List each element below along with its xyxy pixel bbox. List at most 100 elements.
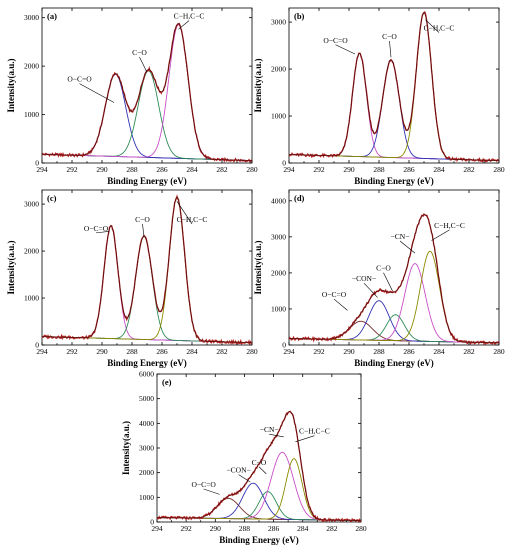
peak-annotation: −CON− [352,274,376,283]
annotation-leader [258,466,267,475]
peak-annotation: C−H,C−C [174,12,205,21]
panel-label: (c) [47,193,57,203]
x-tick-label: 280 [355,524,367,533]
panel-label: (a) [47,11,57,21]
y-tick-label: 0 [282,341,286,350]
peak-annotation: C−H,C−C [177,215,208,224]
x-tick-label: 294 [283,165,295,174]
y-tick-label: 4000 [139,419,154,428]
annotation-leader [335,44,356,55]
y-axis-title: Intensity(a.u.) [6,240,16,294]
component-peak-1 [289,52,499,162]
x-tick-label: 294 [36,165,48,174]
x-tick-label: 286 [268,524,280,533]
y-tick-label: 6000 [139,370,154,379]
x-tick-label: 282 [463,165,475,174]
x-axis-title: Binding Energy (eV) [107,358,187,368]
panel-label: (b) [294,11,305,21]
peak-annotation: C−H,C−C [424,24,455,33]
peak-annotation: C−O [132,48,147,57]
peak-annotation: C−O [252,458,267,467]
fit-envelope [289,11,499,162]
x-tick-label: 292 [66,165,78,174]
x-tick-label: 280 [246,347,258,356]
y-axis-title: Intensity(a.u.) [253,240,263,294]
x-tick-label: 294 [151,524,163,533]
y-tick-label: 5000 [139,394,154,403]
x-tick-label: 294 [283,347,295,356]
annotation-leader [95,231,110,234]
chart-panel-4: 294 292 290 288 286 284 282 280 0 1000 2000 3000 400… [253,189,505,368]
x-tick-label: 288 [239,524,251,533]
y-tick-label: 2000 [271,268,286,277]
plot-frame [41,189,253,346]
x-tick-label: 292 [313,165,325,174]
x-tick-label: 286 [156,347,168,356]
chart-panel-3: 294 292 290 288 286 284 282 280 0 1000 2000 3000 Bin… [6,189,258,368]
y-tick-label: 2000 [24,247,39,256]
x-tick-label: 290 [210,524,222,533]
annotation-leader [425,19,440,33]
y-tick-label: 0 [35,341,39,350]
y-tick-label: 1000 [139,493,154,502]
x-tick-label: 282 [326,524,338,533]
component-peak-5 [289,250,499,344]
annotation-leader [238,474,251,483]
y-tick-label: 3000 [271,232,286,241]
x-tick-label: 282 [216,165,228,174]
y-tick-label: 1000 [24,110,39,119]
annotation-leader [333,298,348,311]
x-tick-label: 284 [433,165,445,174]
x-tick-label: 294 [36,347,48,356]
y-axis-title: Intensity(a.u.) [253,58,263,112]
chart-panel-2: 294 292 290 288 286 284 282 280 0 1000 2000 3000 Bin… [253,7,505,186]
annotation-leader [269,433,284,438]
x-axis-title: Binding Energy (eV) [107,176,187,186]
peak-annotation: C−O [135,215,150,224]
peak-annotation: C−H,C−C [299,427,330,436]
x-tick-label: 290 [96,165,108,174]
y-tick-label: 4000 [271,196,286,205]
peak-annotation: O−C=O [322,290,347,299]
fit-envelope [42,23,252,161]
x-tick-label: 288 [126,165,138,174]
chart-panel-1: 294 292 290 288 286 284 282 280 0 1000 2000 3000 Bin… [6,7,258,186]
annotation-leader [431,229,450,241]
component-peak-2 [289,300,499,344]
y-tick-label: 3000 [271,18,286,27]
annotation-leader [363,282,378,298]
annotation-leader [389,40,392,58]
y-tick-label: 3000 [24,200,39,209]
x-tick-label: 288 [126,347,138,356]
plot-frame [288,189,500,346]
x-tick-label: 280 [493,165,505,174]
panel-label: (d) [294,193,305,203]
x-tick-label: 286 [403,165,415,174]
x-tick-label: 288 [373,165,385,174]
peak-annotation: O−C=O [323,36,348,45]
y-tick-label: 3000 [139,444,154,453]
peak-annotation: −CN− [391,232,410,241]
y-tick-label: 0 [282,159,286,168]
plot-frame [156,373,362,523]
x-tick-label: 292 [313,347,325,356]
peak-annotation: C−O [376,264,391,273]
component-peak-2 [289,59,499,162]
annotation-leader [295,435,315,443]
fit-envelope [42,196,252,344]
peak-annotation: C−O [382,32,397,41]
fit-envelope [157,411,361,521]
x-tick-label: 280 [493,347,505,356]
y-tick-label: 3000 [24,13,39,22]
annotation-leader [178,20,190,30]
chart-panel-5: 294 292 290 288 286 284 282 280 0 1000 2000 3000 400… [121,370,367,546]
y-tick-label: 1000 [24,294,39,303]
experimental-curve [42,22,252,163]
x-tick-label: 292 [181,524,193,533]
x-tick-label: 284 [186,347,198,356]
component-peak-3 [42,24,252,162]
x-tick-label: 284 [433,347,445,356]
y-axis-title: Intensity(a.u.) [6,58,16,112]
annotation-leader [383,272,393,292]
